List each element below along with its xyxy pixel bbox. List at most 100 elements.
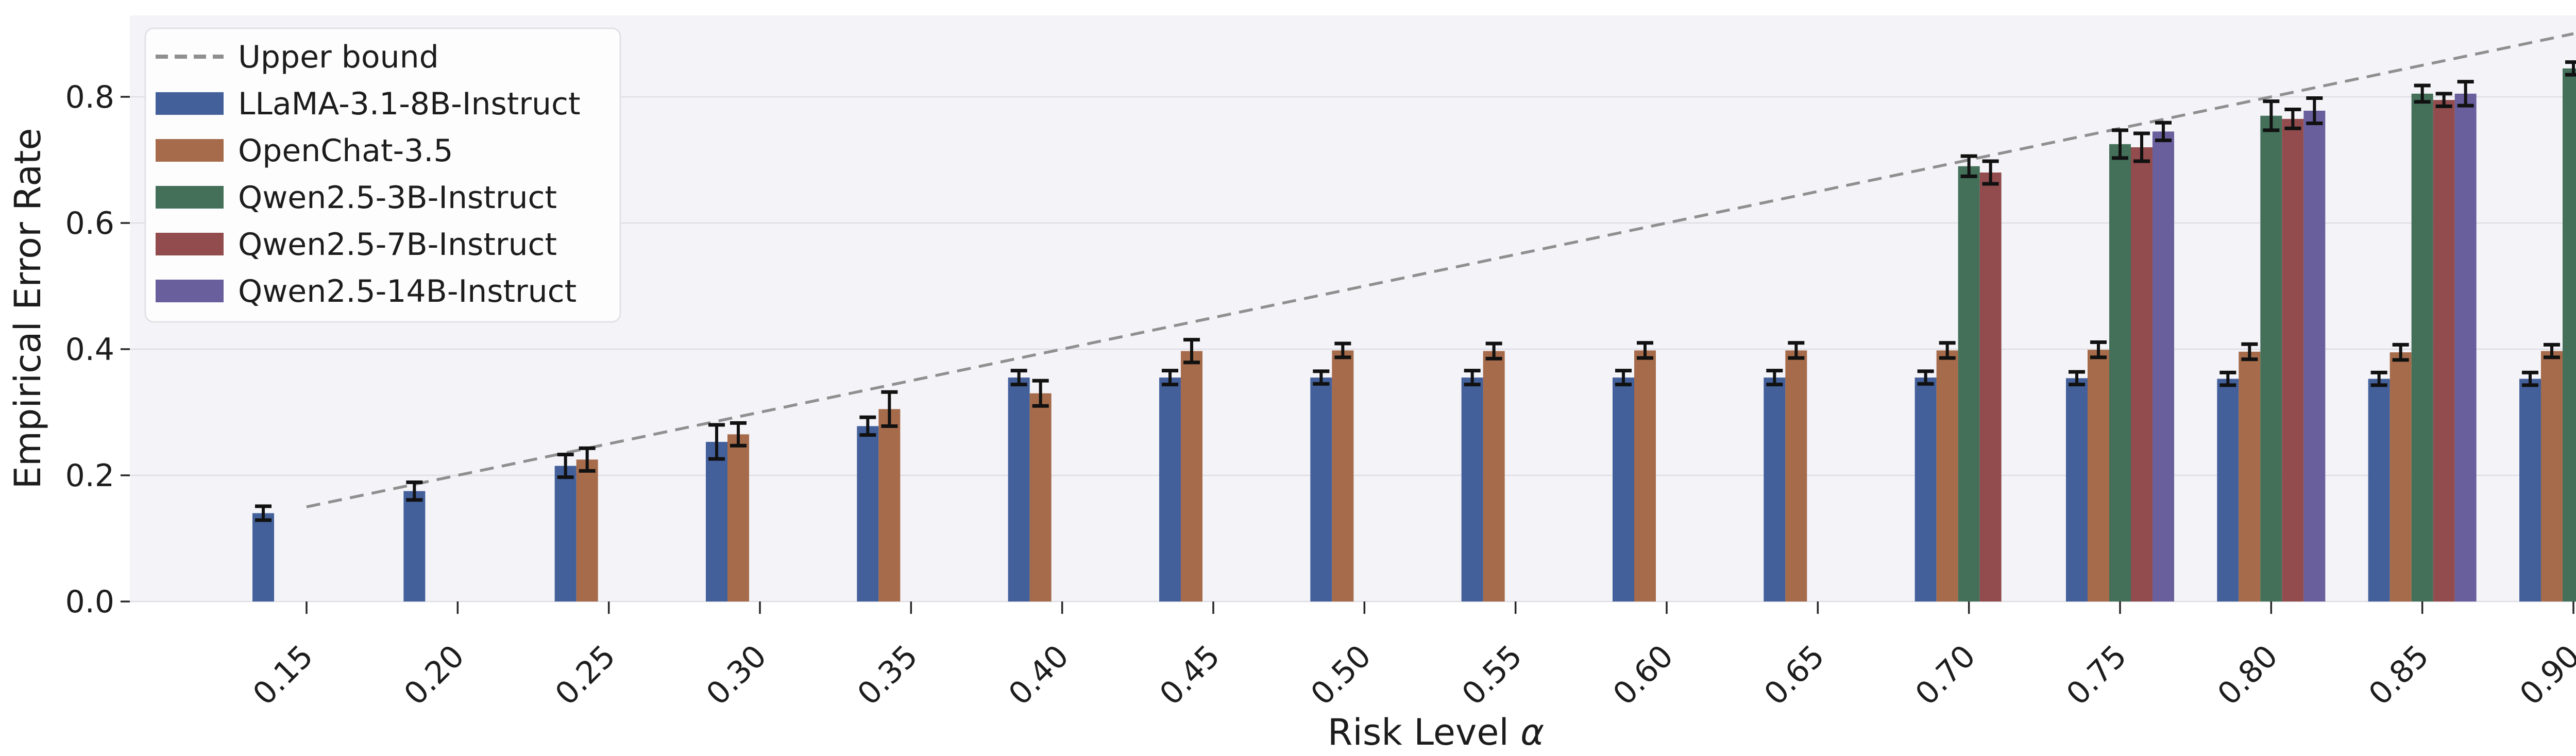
bar — [1180, 351, 1202, 602]
x-tick-label: 0.30 — [700, 638, 774, 712]
legend-label: LLaMA-3.1-8B-Instruct — [238, 86, 581, 122]
y-tick-label: 0.8 — [65, 79, 114, 115]
bar — [2065, 378, 2088, 602]
legend-swatch — [156, 233, 224, 255]
x-tick-label: 0.65 — [1757, 638, 1832, 712]
error-bar — [2090, 340, 2107, 359]
error-bar — [2370, 370, 2387, 387]
error-bar — [1183, 338, 1200, 365]
error-bar — [2241, 342, 2258, 362]
bar — [2303, 110, 2326, 602]
bar — [1008, 377, 1030, 602]
error-bar — [557, 453, 574, 479]
legend-item: Upper bound — [156, 39, 439, 75]
bar — [1483, 351, 1505, 602]
legend-item: LLaMA-3.1-8B-Instruct — [156, 86, 581, 122]
legend-label: Qwen2.5-7B-Instruct — [238, 227, 557, 263]
error-bar — [2565, 60, 2576, 77]
error-bar — [1032, 379, 1049, 408]
bar — [1979, 173, 2002, 602]
legend-item: Qwen2.5-7B-Instruct — [156, 227, 557, 263]
bar — [2217, 379, 2239, 602]
bar — [1310, 377, 1332, 602]
error-bar — [1334, 341, 1351, 359]
bar — [705, 442, 727, 602]
error-bar — [859, 415, 876, 437]
error-bar — [1464, 369, 1481, 387]
bar — [1332, 350, 1354, 602]
error-bar — [708, 423, 725, 461]
error-bar — [1313, 369, 1330, 386]
bar — [576, 459, 598, 602]
error-bar — [2111, 128, 2128, 160]
x-tick-label: 0.50 — [1304, 638, 1378, 712]
x-tick-label: 0.45 — [1153, 638, 1227, 712]
error-bar — [2392, 342, 2409, 362]
x-tick-label: 0.70 — [1908, 638, 1982, 712]
y-tick-label: 0.0 — [65, 584, 114, 620]
bar — [1785, 350, 1807, 602]
error-bar — [1982, 159, 1999, 186]
bar — [2433, 100, 2455, 602]
bar — [2260, 115, 2282, 602]
error-bar — [1161, 369, 1178, 387]
bar — [2282, 118, 2304, 602]
x-tick-label: 0.35 — [851, 638, 925, 712]
error-bar — [1917, 369, 1934, 386]
legend-label: Qwen2.5-3B-Instruct — [238, 180, 557, 216]
legend-swatch — [156, 186, 224, 209]
bar — [2562, 68, 2576, 602]
y-tick-label: 0.4 — [65, 332, 114, 368]
error-bar — [2219, 370, 2236, 387]
legend: Upper bound LLaMA-3.1-8B-Instruct OpenChat… — [144, 27, 621, 323]
bar — [252, 513, 274, 602]
legend-swatch — [156, 139, 224, 162]
error-bar — [2068, 370, 2085, 387]
bar — [2239, 351, 2261, 602]
bar — [1914, 377, 1937, 602]
error-bar — [1788, 341, 1805, 360]
error-bar — [2543, 342, 2560, 359]
x-tick-label: 0.40 — [1002, 638, 1076, 712]
x-tick-label: 0.60 — [1606, 638, 1681, 712]
error-bar — [2414, 83, 2431, 104]
bar — [2087, 350, 2109, 602]
legend-swatch — [156, 92, 224, 115]
error-bar — [1010, 369, 1027, 387]
bar — [1634, 350, 1656, 602]
y-tick-label: 0.2 — [65, 458, 114, 494]
bar — [2540, 351, 2563, 602]
bar — [878, 409, 901, 602]
error-bar — [2306, 96, 2323, 125]
error-bar — [2457, 80, 2474, 108]
x-axis-label: Risk Level α — [1328, 711, 1545, 753]
error-bar — [2155, 121, 2172, 143]
y-axis-label: Empirical Error Rate — [7, 128, 49, 489]
bar — [554, 466, 577, 602]
x-tick-label: 0.80 — [2211, 638, 2285, 712]
bar — [2368, 379, 2390, 602]
error-bar — [2133, 131, 2150, 163]
x-tick-label: 0.20 — [397, 638, 471, 712]
error-bar — [2521, 370, 2538, 387]
bar — [1764, 377, 1786, 602]
bar — [2454, 93, 2477, 602]
upper-bound-line — [306, 32, 2574, 508]
bar — [2389, 352, 2412, 602]
error-bar — [406, 480, 423, 502]
bar — [2411, 93, 2433, 602]
bar — [2109, 144, 2131, 602]
error-bar — [1636, 341, 1653, 360]
error-bar — [1960, 154, 1977, 178]
legend-label: Qwen2.5-14B-Instruct — [238, 273, 577, 310]
bar — [2130, 147, 2153, 602]
y-tick-label: 0.6 — [65, 205, 114, 242]
bar — [727, 434, 749, 602]
x-tick-label: 0.15 — [246, 638, 320, 712]
legend-box — [144, 27, 621, 323]
legend-item: OpenChat-3.5 — [156, 133, 453, 169]
bar — [1958, 166, 1980, 602]
x-tick-label: 0.75 — [2060, 638, 2134, 712]
